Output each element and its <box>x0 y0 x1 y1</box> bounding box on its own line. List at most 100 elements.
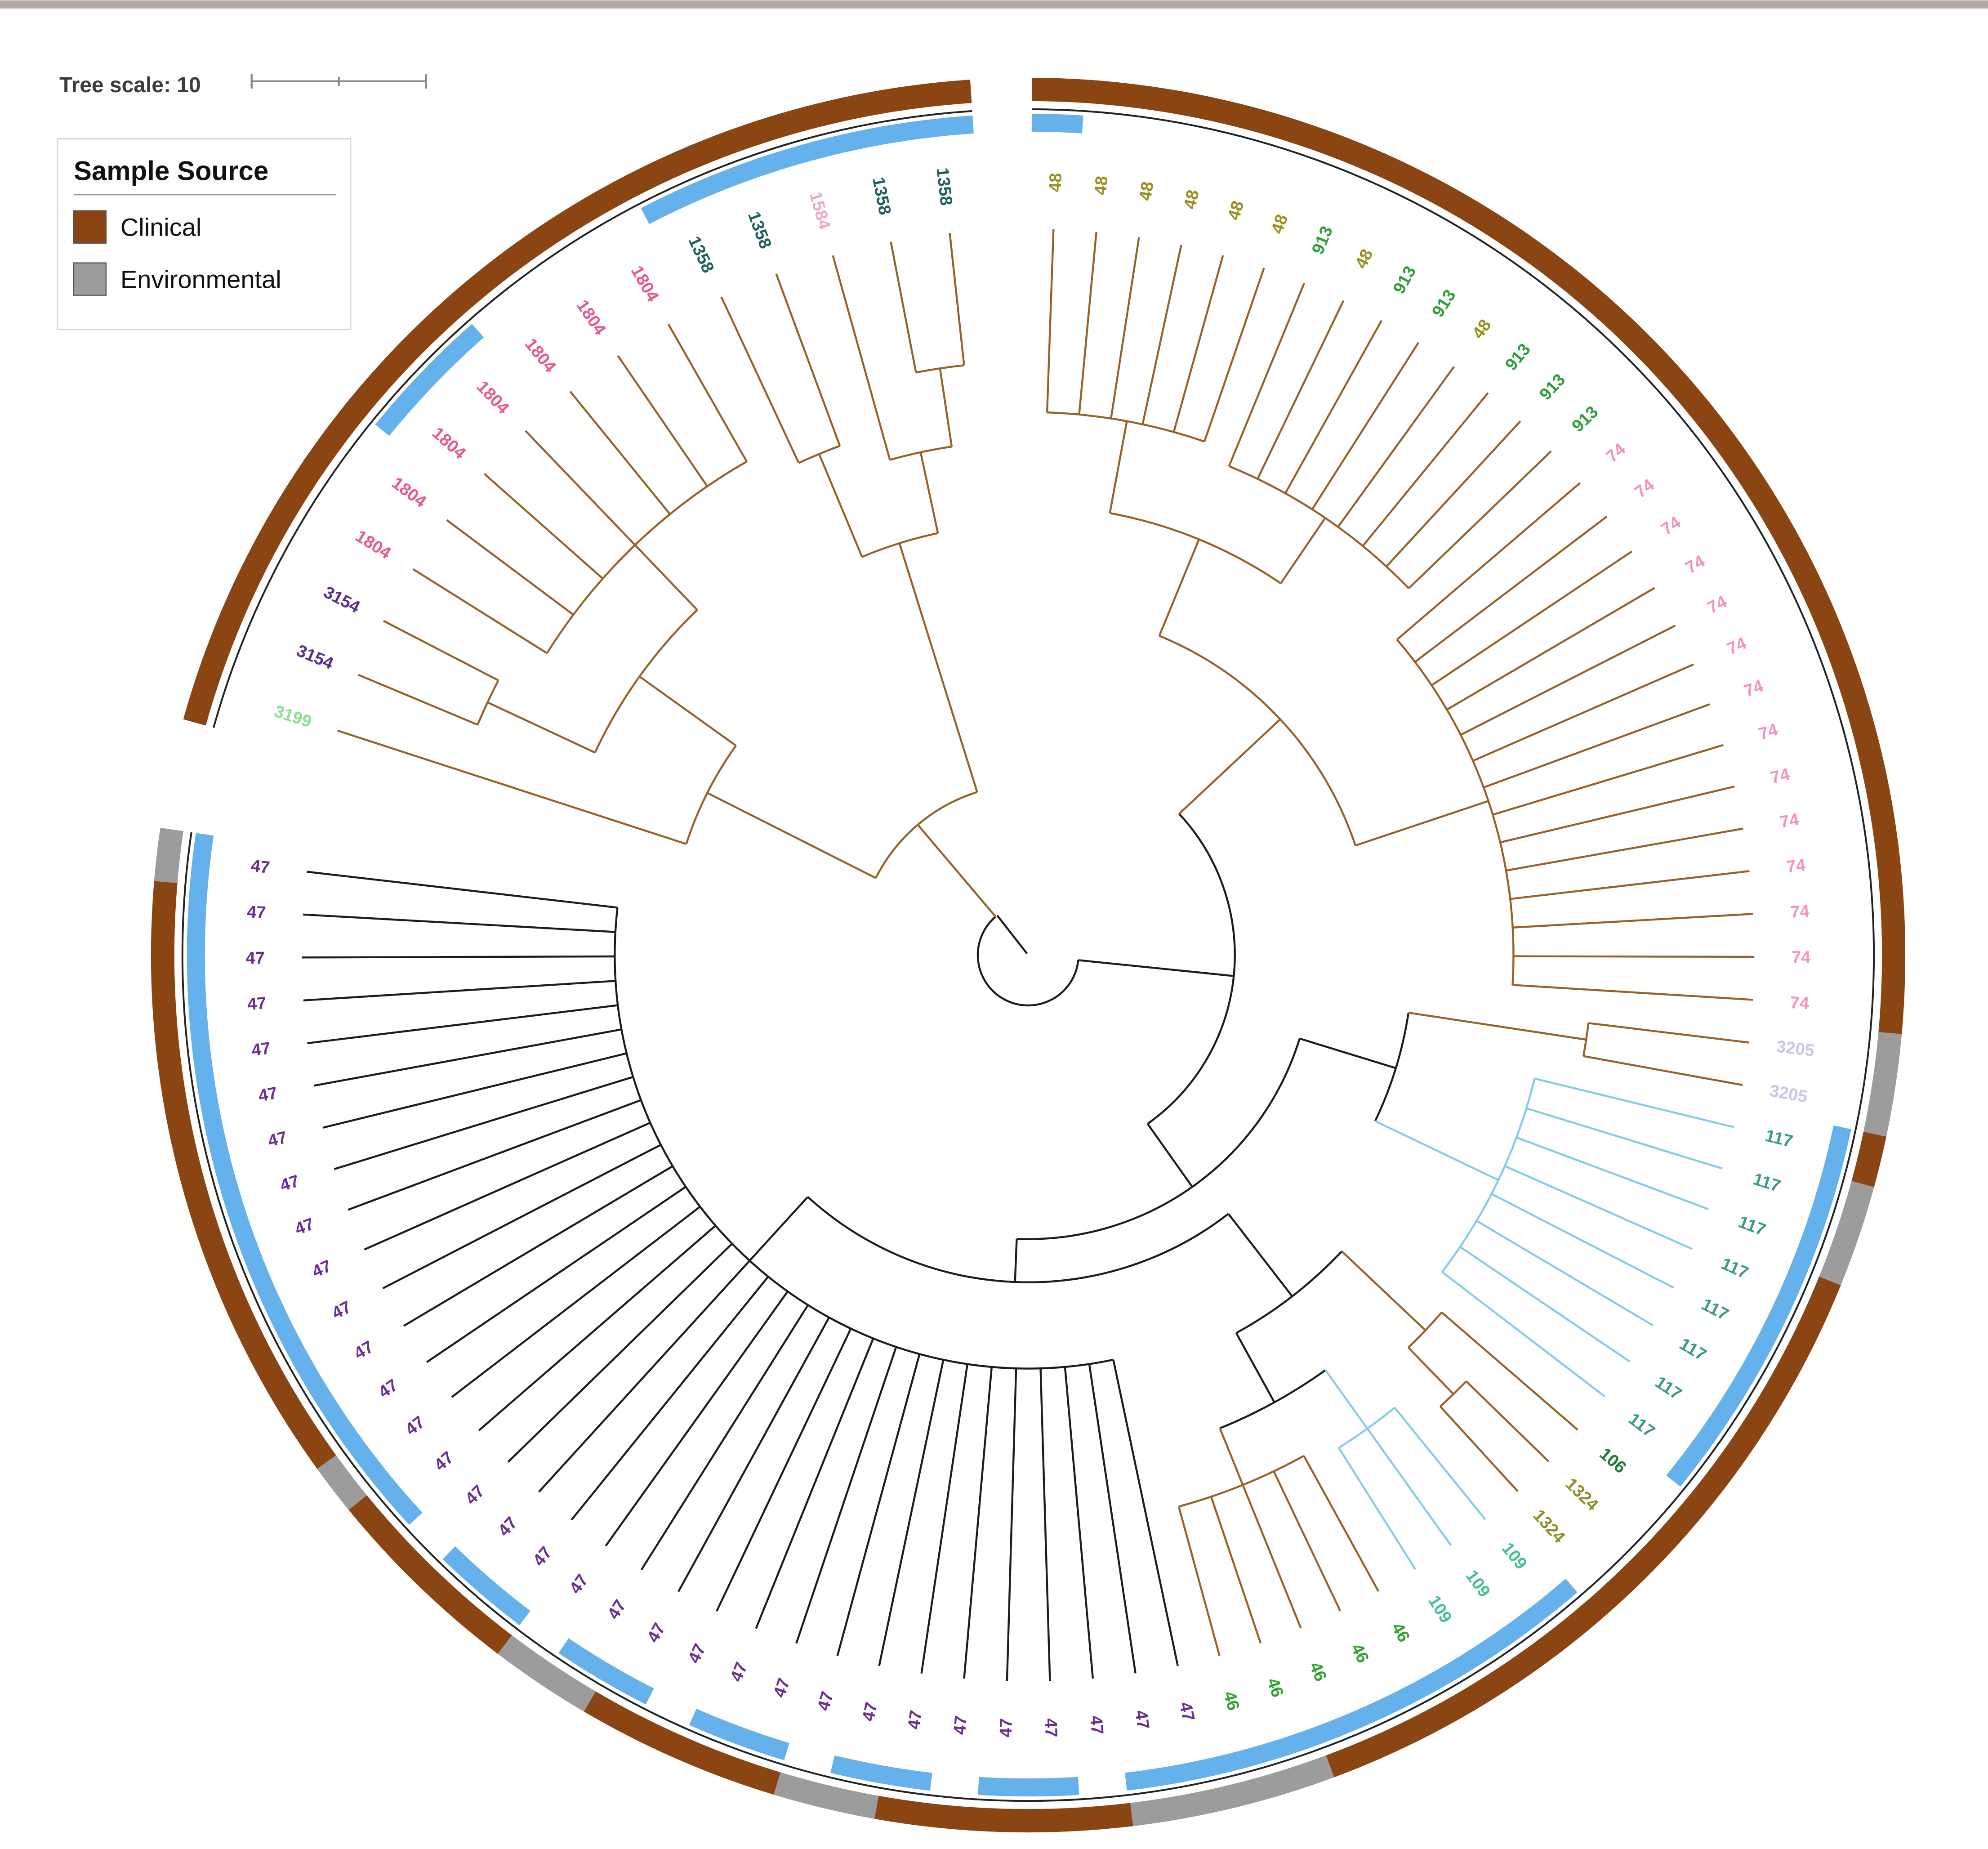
leaf-label: 109 <box>1498 1539 1531 1573</box>
outer-ring-segment <box>1872 1032 1902 1088</box>
branch-line <box>775 273 841 447</box>
tree-scale: Tree scale: 10 <box>59 73 427 97</box>
outer-ring-segment <box>538 1663 596 1712</box>
inner-ring-segment <box>689 1708 744 1745</box>
leaf-label: 74 <box>1790 902 1810 922</box>
outer-ring-segment <box>822 1785 879 1819</box>
inner-ring-segment <box>558 1638 611 1681</box>
leaf-label: 3154 <box>321 583 363 617</box>
branch-line <box>334 1076 633 1170</box>
inner-ring-segment <box>442 1546 493 1594</box>
leaf-label: 1804 <box>428 424 469 463</box>
outer-ring-segment <box>151 982 178 1037</box>
leaf-label: 48 <box>1268 212 1292 237</box>
leaf-label: 109 <box>1462 1567 1494 1601</box>
branch-line <box>1588 1022 1749 1044</box>
branch-line <box>795 1346 897 1644</box>
leaf-label: 117 <box>1652 1373 1685 1404</box>
outer-ring-segment <box>154 827 183 883</box>
branch-line <box>707 792 876 879</box>
outer-ring-segment <box>624 145 700 197</box>
leaf-label: 3154 <box>294 641 336 673</box>
leaf-label: 47 <box>250 1039 272 1060</box>
inner-ring-segment <box>205 1126 235 1180</box>
leaf-label: 117 <box>1751 1170 1783 1196</box>
outer-ring-segment <box>456 1602 512 1654</box>
leaf-label: 48 <box>1181 188 1203 211</box>
leaf-label: 74 <box>1704 592 1730 618</box>
leaf-label: 106 <box>1596 1444 1629 1477</box>
inner-ring-segment <box>1723 1353 1765 1406</box>
inner-ring-segment <box>232 1220 267 1274</box>
leaf-label: 47 <box>309 1256 334 1282</box>
outer-ring-segment <box>1027 1807 1082 1833</box>
leaf-label: 74 <box>1603 440 1629 466</box>
branch-line <box>1526 1107 1723 1170</box>
branch-line <box>383 620 499 682</box>
branch-line <box>1219 1428 1244 1486</box>
branch-line <box>1046 229 1055 413</box>
branch-line <box>538 1260 751 1493</box>
outer-ring-segment <box>1851 1131 1886 1189</box>
branch-line <box>617 355 708 487</box>
branch-line <box>634 544 698 611</box>
leaf-label: 47 <box>247 994 267 1014</box>
inner-ring-segment <box>1027 1777 1079 1797</box>
outer-ring-segment <box>1420 176 1479 222</box>
branch-line <box>1491 1193 1674 1289</box>
inner-ring-segment <box>1807 1173 1840 1227</box>
branch-line <box>1078 232 1097 415</box>
inner-ring-segment <box>1821 1125 1851 1179</box>
branch-line <box>1510 870 1750 900</box>
leaf-label: 3205 <box>1768 1081 1809 1107</box>
outer-ring-segment <box>183 649 228 726</box>
inner-ring-segment <box>902 115 974 141</box>
inner-ring-segment <box>1790 1219 1825 1274</box>
branch-line <box>818 453 863 558</box>
branch-line <box>1311 342 1419 510</box>
outer-ring-segment <box>1417 1690 1475 1737</box>
outer-ring-segment <box>1820 627 1860 685</box>
outer-ring-segment <box>1878 878 1905 933</box>
branch-line <box>1006 1368 1017 1681</box>
leaf-label: 47 <box>905 1709 926 1731</box>
outer-ring-segment <box>1032 77 1086 103</box>
inner-ring-segment <box>1031 113 1083 134</box>
branch-line <box>1396 482 1581 640</box>
outer-ring-segment <box>1375 153 1433 198</box>
branch-arc <box>1440 1380 1467 1407</box>
branch-line <box>605 1291 789 1547</box>
leaf-label: 47 <box>431 1448 457 1474</box>
outer-ring-segment <box>1324 1736 1382 1778</box>
outer-ring-segment <box>151 879 178 934</box>
branch-arc <box>614 907 1114 1370</box>
inner-ring-segment <box>190 833 214 886</box>
branch-line <box>1500 785 1735 844</box>
outer-ring-segment <box>1328 134 1386 176</box>
branch-line <box>1460 625 1676 736</box>
branch-line <box>1235 1332 1275 1403</box>
leaf-label: 47 <box>727 1660 751 1684</box>
branch-line <box>755 1338 874 1629</box>
outer-ring-segment <box>316 1453 367 1510</box>
outer-ring-segment <box>1872 827 1902 883</box>
outer-ring-segment <box>496 1634 553 1684</box>
branch-line <box>890 241 917 373</box>
leaf-label: 1584 <box>806 190 834 232</box>
leaf-label: 47 <box>997 1718 1016 1737</box>
branch-line <box>1492 744 1724 816</box>
branch-line <box>1303 1455 1380 1592</box>
leaf-label: 48 <box>1136 180 1158 202</box>
inner-ring-segment <box>1487 1609 1539 1654</box>
branch-line <box>303 913 615 933</box>
branch-layer <box>302 229 1755 1681</box>
inner-ring-segment <box>768 136 841 172</box>
branch-line <box>525 430 636 546</box>
leaf-label: 47 <box>351 1337 377 1363</box>
leaf-label: 3205 <box>1775 1037 1815 1060</box>
branch-line <box>1064 1367 1094 1679</box>
leaf-label: 47 <box>1131 1709 1153 1731</box>
outer-ring-segment <box>1798 1276 1841 1335</box>
outer-ring-segment <box>446 251 518 316</box>
leaf-label: 47 <box>292 1215 316 1239</box>
